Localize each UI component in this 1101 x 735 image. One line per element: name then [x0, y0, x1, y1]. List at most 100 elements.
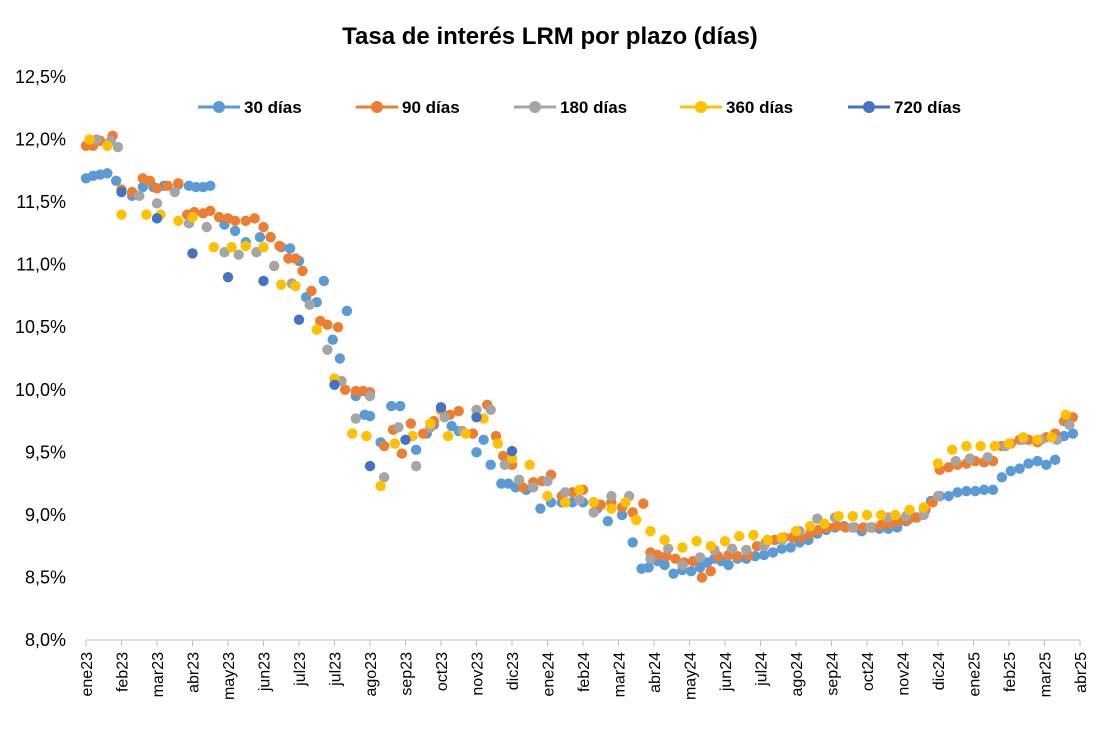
data-point	[304, 299, 315, 310]
data-point	[137, 181, 148, 193]
x-tick-label: nov23	[470, 652, 487, 696]
data-point	[265, 231, 276, 243]
data-point	[668, 568, 679, 579]
y-tick-label: 10,5%	[15, 317, 66, 337]
data-point	[978, 484, 990, 496]
data-point	[162, 180, 173, 192]
data-point	[471, 412, 482, 423]
data-point	[876, 509, 887, 521]
data-point	[819, 518, 830, 529]
data-point	[691, 535, 702, 547]
data-point	[542, 490, 553, 502]
data-point	[134, 190, 145, 202]
y-tick-label: 11,0%	[16, 255, 66, 275]
data-point	[116, 209, 127, 220]
data-point	[961, 440, 972, 452]
data-point	[151, 213, 163, 224]
data-point	[141, 209, 152, 220]
data-point	[240, 215, 251, 227]
data-point	[102, 168, 113, 179]
data-point	[249, 213, 260, 224]
data-point	[560, 487, 571, 498]
x-tick-label: sep24	[825, 652, 842, 696]
data-point	[213, 211, 225, 223]
data-point	[776, 543, 787, 554]
data-point	[705, 565, 716, 577]
data-point	[361, 430, 372, 442]
data-point	[254, 231, 266, 243]
y-axis: 8,0% 8,5% 9,0% 9,5% 10,0% 10,5% 11,0% 11,5% 12,0…	[15, 67, 66, 650]
data-point	[659, 534, 670, 546]
data-point	[297, 265, 308, 277]
data-point	[847, 522, 858, 533]
data-point	[201, 221, 212, 233]
data-point	[805, 528, 816, 539]
data-point	[410, 444, 422, 456]
data-point	[861, 509, 873, 521]
data-point	[410, 460, 422, 472]
legend-entry: 180 días	[514, 98, 627, 117]
plot-area	[80, 130, 1079, 583]
x-tick-label: sep23	[399, 652, 416, 696]
data-point	[1018, 432, 1029, 443]
data-point	[102, 140, 113, 152]
data-point	[400, 434, 411, 446]
data-point	[268, 260, 280, 272]
y-tick-label: 11,5%	[16, 192, 66, 212]
data-point	[535, 503, 546, 514]
data-point	[602, 515, 614, 527]
data-point	[492, 438, 503, 449]
data-point	[1023, 458, 1034, 469]
data-point	[659, 559, 670, 571]
data-point	[1014, 463, 1025, 474]
data-point	[334, 353, 346, 364]
legend-label: 720 días	[894, 98, 961, 117]
data-point	[453, 405, 464, 417]
data-point	[1049, 454, 1061, 466]
legend-marker	[529, 101, 541, 113]
data-point	[943, 462, 954, 473]
data-point	[696, 572, 708, 583]
data-point	[918, 509, 929, 521]
x-tick-label: may23	[221, 652, 238, 700]
data-point	[762, 534, 773, 546]
data-point	[290, 280, 301, 292]
data-point	[460, 428, 472, 439]
data-point	[606, 490, 617, 502]
x-tick-label: jul23	[292, 652, 309, 687]
data-point	[258, 221, 269, 233]
series-2	[91, 134, 1075, 571]
data-point	[318, 275, 330, 287]
data-point	[918, 502, 929, 513]
x-tick-label: abr23	[186, 652, 203, 693]
legend-label: 360 días	[726, 98, 793, 117]
data-point	[950, 455, 961, 467]
data-point	[847, 510, 858, 522]
data-point	[499, 459, 511, 471]
data-point	[329, 379, 340, 390]
y-tick-label: 9,0%	[25, 505, 66, 525]
data-point	[229, 225, 241, 237]
x-tick-label: ago24	[789, 652, 806, 697]
data-point	[497, 450, 509, 462]
data-point	[645, 553, 656, 564]
data-point	[379, 440, 390, 452]
data-point	[748, 529, 759, 541]
data-point	[1032, 434, 1043, 446]
data-point	[258, 275, 269, 287]
legend-marker	[695, 101, 707, 113]
data-point	[723, 559, 734, 571]
data-point	[332, 322, 344, 333]
legend-marker	[371, 101, 383, 113]
data-point	[694, 552, 706, 563]
data-point	[1067, 428, 1079, 439]
data-point	[341, 305, 353, 317]
x-tick-label: oct23	[434, 652, 451, 691]
data-point	[831, 520, 843, 532]
data-point	[173, 178, 184, 189]
x-tick-label: may24	[683, 652, 700, 700]
data-point	[932, 458, 944, 469]
data-point	[276, 279, 287, 290]
x-tick-label: ene25	[967, 652, 984, 697]
data-point	[975, 440, 986, 452]
